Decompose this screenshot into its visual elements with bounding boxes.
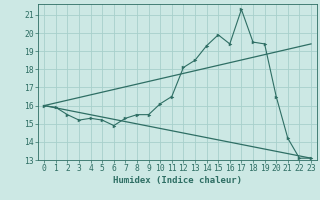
X-axis label: Humidex (Indice chaleur): Humidex (Indice chaleur) [113,176,242,185]
